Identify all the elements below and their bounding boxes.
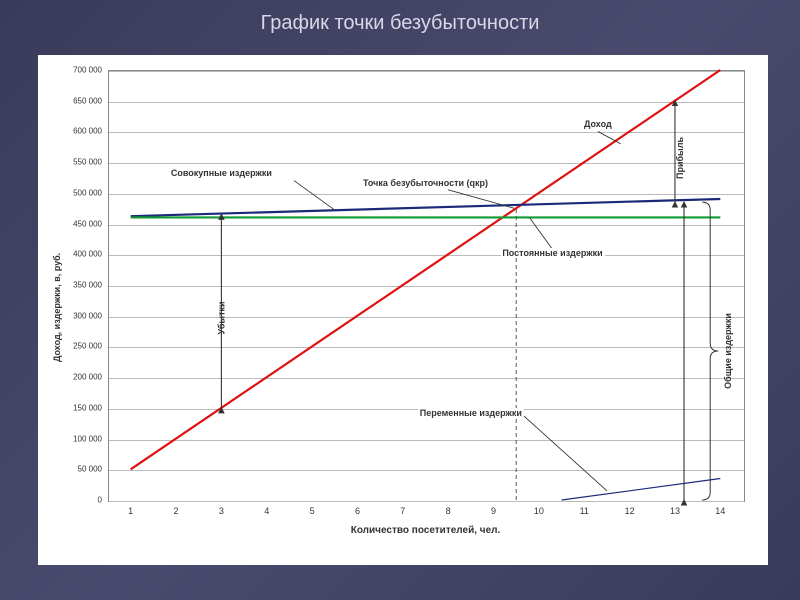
gridline <box>109 102 744 103</box>
label-profit: Прибыль <box>675 137 685 179</box>
xtick-label: 10 <box>534 506 544 516</box>
gridline <box>109 378 744 379</box>
gridline <box>109 317 744 318</box>
ytick-label: 400 000 <box>38 250 102 259</box>
xtick-label: 12 <box>625 506 635 516</box>
slide-title: График точки безубыточности <box>0 12 800 35</box>
label-total: Совокупные издержки <box>169 168 274 178</box>
ytick-label: 500 000 <box>38 188 102 197</box>
gridline <box>109 470 744 471</box>
plot-area <box>108 70 745 502</box>
ytick-label: 100 000 <box>38 434 102 443</box>
chart-container: 0 50 000 100 000 150 000 200 000 250 000 300 0… <box>38 55 768 565</box>
ytick-label: 700 000 <box>38 66 102 75</box>
gridline <box>109 286 744 287</box>
xtick-label: 1 <box>128 506 133 516</box>
y-axis-label: Доход, издержки, в, руб. <box>52 253 62 362</box>
slide-background: График точки безубыточности 0 50 000 100 0… <box>0 0 800 600</box>
gridline <box>109 194 744 195</box>
gridline <box>109 347 744 348</box>
label-totalv: Общие издержки <box>723 314 733 390</box>
gridline <box>109 440 744 441</box>
label-fixed: Постоянные издержки <box>500 248 604 258</box>
xtick-label: 5 <box>310 506 315 516</box>
gridline <box>109 132 744 133</box>
label-losses: Убытки <box>217 301 227 334</box>
xtick-label: 8 <box>446 506 451 516</box>
ytick-label: 300 000 <box>38 311 102 320</box>
ytick-label: 200 000 <box>38 373 102 382</box>
ytick-label: 450 000 <box>38 219 102 228</box>
label-variable: Переменные издержки <box>418 408 524 418</box>
gridline <box>109 225 744 226</box>
ytick-label: 550 000 <box>38 158 102 167</box>
xtick-label: 7 <box>400 506 405 516</box>
gridline <box>109 501 744 502</box>
label-breakeven: Точка безубыточности (qкр) <box>361 178 490 188</box>
ytick-label: 150 000 <box>38 403 102 412</box>
xtick-label: 2 <box>174 506 179 516</box>
xtick-label: 13 <box>670 506 680 516</box>
label-revenue: Доход <box>582 119 614 129</box>
ytick-label: 350 000 <box>38 281 102 290</box>
xtick-label: 6 <box>355 506 360 516</box>
xtick-label: 14 <box>715 506 725 516</box>
x-axis-label: Количество посетителей, чел. <box>108 525 743 536</box>
gridline <box>109 71 744 72</box>
ytick-label: 650 000 <box>38 96 102 105</box>
xtick-label: 9 <box>491 506 496 516</box>
gridline <box>109 255 744 256</box>
ytick-label: 0 <box>38 496 102 505</box>
xtick-label: 4 <box>264 506 269 516</box>
ytick-label: 50 000 <box>38 465 102 474</box>
gridline <box>109 163 744 164</box>
xtick-label: 3 <box>219 506 224 516</box>
ytick-label: 600 000 <box>38 127 102 136</box>
xtick-label: 11 <box>580 506 589 516</box>
ytick-label: 250 000 <box>38 342 102 351</box>
